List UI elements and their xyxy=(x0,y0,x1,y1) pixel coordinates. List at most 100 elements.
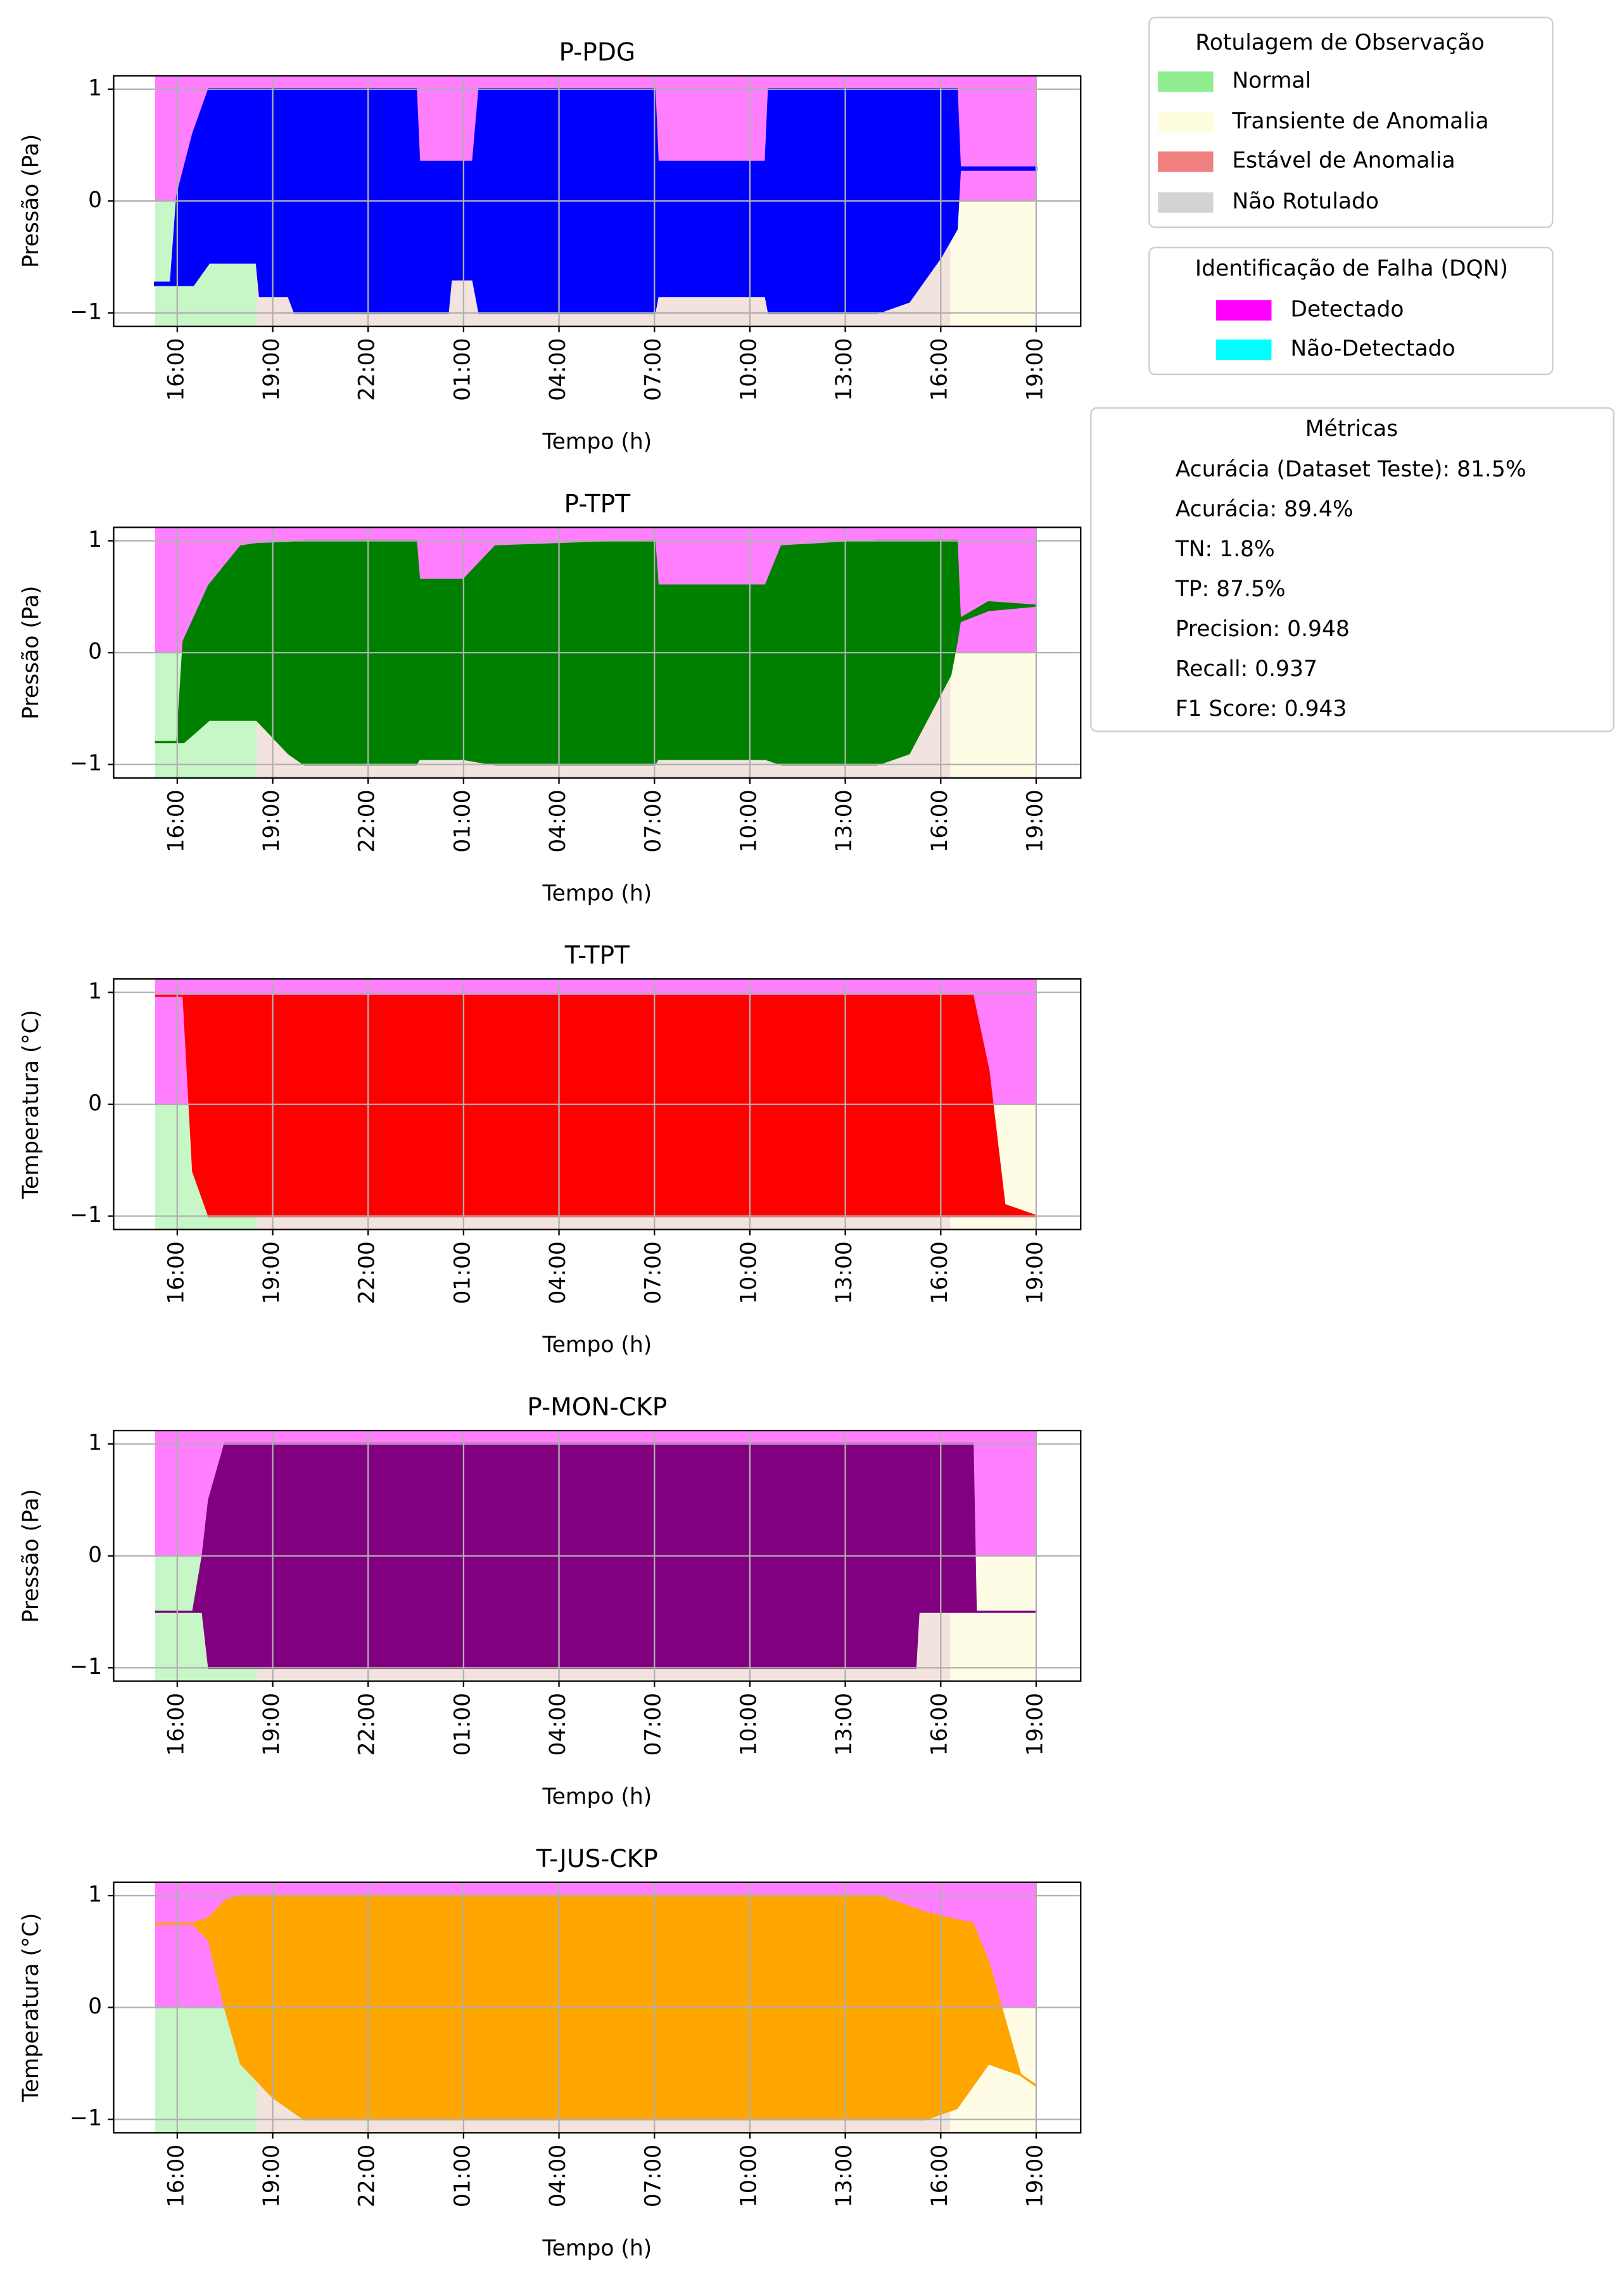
x-axis-label: Tempo (h) xyxy=(542,1332,652,1358)
x-tick-label: 01:00 xyxy=(450,1693,475,1756)
legend-swatch xyxy=(1158,192,1214,213)
y-tick-label: −1 xyxy=(70,299,102,324)
x-tick-label: 13:00 xyxy=(832,338,857,400)
legend-swatch xyxy=(1158,112,1214,133)
x-tick-label: 04:00 xyxy=(545,1693,571,1756)
chart-title: T-JUS-CKP xyxy=(536,1845,658,1873)
axes-frame xyxy=(113,978,1082,1230)
x-tick-label: 16:00 xyxy=(927,338,953,400)
y-tick-label: 1 xyxy=(88,75,102,101)
x-tick-label: 19:00 xyxy=(259,1241,284,1304)
x-tick-label: 13:00 xyxy=(832,1241,857,1304)
legend-swatch xyxy=(1158,71,1214,92)
x-tick-label: 10:00 xyxy=(736,338,761,400)
x-tick-label: 19:00 xyxy=(259,338,284,400)
subplot: −1 0 1 16:00 19:00 22:00 01:00 04:00 07:00 10:00 1… xyxy=(18,1845,1082,2261)
x-tick-label: 19:00 xyxy=(1022,338,1048,400)
x-tick-label: 16:00 xyxy=(927,2145,953,2207)
chart-title: T-TPT xyxy=(564,941,630,970)
x-axis-label: Tempo (h) xyxy=(542,2236,652,2261)
x-tick-label: 10:00 xyxy=(736,1241,761,1304)
x-tick-label: 16:00 xyxy=(163,1241,189,1304)
subplot: −1 0 1 16:00 19:00 22:00 01:00 04:00 07:00 10:00 1… xyxy=(18,490,1082,906)
subplot: −1 0 1 16:00 19:00 22:00 01:00 04:00 07:00 10:00 1… xyxy=(18,1393,1082,1809)
x-tick-label: 07:00 xyxy=(641,1241,666,1304)
x-tick-label: 04:00 xyxy=(545,338,571,400)
x-tick-label: 13:00 xyxy=(832,789,857,852)
metric-line: Acurácia: 89.4% xyxy=(1176,497,1354,522)
legend-label: Estável de Anomalia xyxy=(1232,148,1455,174)
y-axis-label: Pressão (Pa) xyxy=(18,586,44,720)
x-tick-label: 19:00 xyxy=(259,1693,284,1756)
y-tick-label: 0 xyxy=(88,1994,102,2019)
signal-band xyxy=(155,994,1037,1218)
x-tick-label: 10:00 xyxy=(736,1693,761,1756)
x-tick-label: 22:00 xyxy=(355,1241,380,1304)
x-tick-label: 16:00 xyxy=(163,2145,189,2207)
subplot: −1 0 1 16:00 19:00 22:00 01:00 04:00 07:00 10:00 1… xyxy=(18,941,1082,1358)
legend-label: Não-Detectado xyxy=(1290,336,1455,361)
x-tick-label: 07:00 xyxy=(641,1693,666,1756)
legend-label: Normal xyxy=(1232,68,1311,93)
x-tick-label: 01:00 xyxy=(450,338,475,400)
shade-span xyxy=(950,653,1036,778)
y-tick-label: 1 xyxy=(88,527,102,552)
x-tick-label: 04:00 xyxy=(545,789,571,852)
metrics-box xyxy=(1090,407,1614,732)
y-tick-label: 1 xyxy=(88,979,102,1004)
y-tick-label: 0 xyxy=(88,639,102,665)
x-tick-label: 16:00 xyxy=(163,1693,189,1756)
plot-area xyxy=(155,979,1037,1230)
x-tick-label: 19:00 xyxy=(1022,1241,1048,1304)
x-tick-label: 19:00 xyxy=(259,789,284,852)
metric-line: Acurácia (Dataset Teste): 81.5% xyxy=(1176,457,1526,482)
y-tick-label: 1 xyxy=(88,1882,102,1908)
legend-swatch xyxy=(1216,339,1272,360)
x-tick-label: 16:00 xyxy=(927,1241,953,1304)
y-tick-label: 0 xyxy=(88,1090,102,1116)
legend-box xyxy=(1148,16,1554,228)
x-tick-label: 22:00 xyxy=(355,338,380,400)
legend-title: Rotulagem de Observação xyxy=(1195,30,1484,55)
legend-swatch xyxy=(1158,151,1214,172)
y-axis-label: Pressão (Pa) xyxy=(18,1489,44,1623)
metric-line: Precision: 0.948 xyxy=(1176,616,1350,642)
plot-area xyxy=(155,1882,1037,2133)
metrics-title: Métricas xyxy=(1305,416,1398,442)
x-tick-label: 01:00 xyxy=(450,789,475,852)
chart-title: P-PDG xyxy=(559,39,635,67)
y-tick-label: −1 xyxy=(70,1202,102,1228)
axes-frame xyxy=(113,1881,1082,2134)
y-tick-label: −1 xyxy=(70,751,102,776)
legend-label: Transiente de Anomalia xyxy=(1231,109,1488,134)
axes-frame xyxy=(113,1429,1082,1682)
x-tick-label: 16:00 xyxy=(927,789,953,852)
y-tick-label: −1 xyxy=(70,2106,102,2131)
x-tick-label: 10:00 xyxy=(736,789,761,852)
x-axis-label: Tempo (h) xyxy=(542,430,652,455)
x-tick-label: 07:00 xyxy=(641,2145,666,2207)
subplot: −1 0 1 16:00 19:00 22:00 01:00 04:00 07:00 10:00 1… xyxy=(18,39,1082,455)
shade-span xyxy=(950,201,1036,327)
x-tick-label: 07:00 xyxy=(641,338,666,400)
metric-line: TN: 1.8% xyxy=(1175,537,1275,562)
x-tick-label: 01:00 xyxy=(450,1241,475,1304)
x-tick-label: 19:00 xyxy=(1022,1693,1048,1756)
x-axis-label: Tempo (h) xyxy=(542,1784,652,1809)
x-tick-label: 22:00 xyxy=(355,789,380,852)
legend-swatch xyxy=(1216,300,1272,321)
x-tick-label: 13:00 xyxy=(832,2145,857,2207)
y-tick-label: 0 xyxy=(88,188,102,213)
x-tick-label: 10:00 xyxy=(736,2145,761,2207)
chart-title: P-MON-CKP xyxy=(527,1393,667,1422)
x-tick-label: 19:00 xyxy=(1022,2145,1048,2207)
y-axis-label: Temperatura (°C) xyxy=(18,1913,44,2102)
x-tick-label: 07:00 xyxy=(641,789,666,852)
x-axis-label: Tempo (h) xyxy=(542,881,652,906)
x-tick-label: 19:00 xyxy=(259,2145,284,2207)
axes-frame xyxy=(113,75,1082,328)
x-tick-label: 22:00 xyxy=(355,2145,380,2207)
x-tick-label: 16:00 xyxy=(163,338,189,400)
x-tick-label: 22:00 xyxy=(355,1693,380,1756)
